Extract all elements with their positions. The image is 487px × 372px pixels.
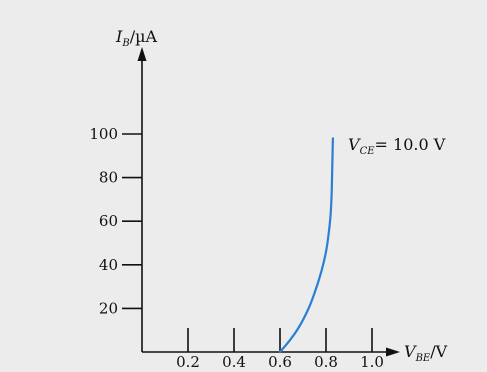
annotation-text: = 10.0 V: [375, 135, 446, 154]
series-annotation: VCE= 10.0 V: [348, 135, 446, 157]
y-tick-label: 60: [99, 212, 118, 230]
y-axis-label-main: I: [115, 27, 123, 46]
annotation-sub: CE: [360, 146, 376, 157]
x-axis-arrow: [386, 347, 400, 357]
series-layer: [278, 137, 334, 354]
x-tick-label: 0.4: [222, 353, 246, 371]
y-tick-label: 100: [89, 125, 118, 143]
x-ticks: 0.2 0.4 0.6 0.8 1.0: [176, 328, 384, 371]
y-axis-arrow: [137, 47, 147, 61]
axes: [137, 47, 400, 357]
y-axis-label-sub: B: [121, 38, 129, 49]
x-axis-label: VBE/V: [404, 342, 448, 364]
x-tick-label: 0.8: [314, 353, 338, 371]
x-axis-label-sub: BE: [415, 353, 431, 364]
y-tick-label: 40: [99, 256, 118, 274]
y-axis-label: IB/µA: [115, 27, 157, 49]
x-axis-label-main: V: [404, 342, 417, 361]
series-line: [278, 137, 334, 354]
x-tick-label: 1.0: [360, 353, 384, 371]
x-axis-label-unit: /V: [430, 342, 447, 361]
y-ticks: 20 40 60 80 100: [89, 125, 142, 317]
y-axis-label-unit: /µA: [130, 27, 158, 46]
annotation-main: V: [348, 135, 361, 154]
y-tick-label: 20: [99, 299, 118, 317]
x-tick-label: 0.2: [176, 353, 200, 371]
x-tick-label: 0.6: [268, 353, 292, 371]
y-tick-label: 80: [99, 169, 118, 187]
